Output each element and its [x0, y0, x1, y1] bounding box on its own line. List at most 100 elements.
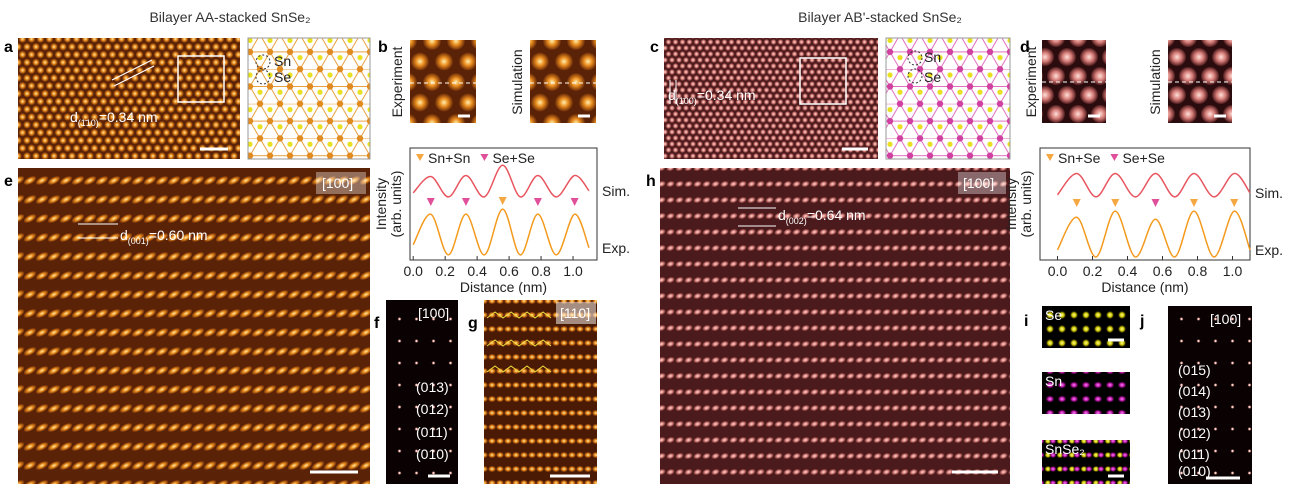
y-axis-label: Intensity(arb. units): [373, 171, 404, 238]
y-label-line: (arb. units): [388, 171, 404, 238]
spot-label: (011): [1178, 446, 1210, 462]
panel-label: a: [4, 39, 13, 56]
legend-marker: [1046, 154, 1054, 161]
stem-image: [18, 168, 370, 484]
profile-line: [413, 209, 589, 255]
legend-label: Sn+Sn: [428, 150, 470, 166]
peak-marker: [1073, 199, 1081, 207]
simulated-image: [530, 40, 596, 123]
peak-marker: [1190, 199, 1198, 207]
schematic: [886, 38, 1010, 159]
x-axis-label: Distance (nm): [460, 279, 547, 295]
value: =0.34 nm: [697, 87, 756, 103]
image-label: Simulation: [509, 49, 525, 114]
symbol: d: [778, 207, 786, 223]
map-label: Sn: [1045, 373, 1062, 389]
zone-axis: [100]: [1210, 311, 1241, 327]
image-label: Simulation: [1147, 49, 1163, 114]
y-label-line: Intensity: [1003, 178, 1019, 230]
panel-label: j: [1139, 313, 1144, 330]
peak-marker: [499, 197, 507, 205]
symbol: d: [120, 227, 128, 243]
x-tick-label: 0.0: [1048, 263, 1068, 279]
profile-line: [1058, 211, 1251, 257]
index: (001): [128, 236, 149, 246]
series-label: Exp.: [1255, 242, 1283, 258]
peak-marker: [462, 198, 470, 206]
index: (1̄10): [78, 118, 99, 128]
spot-label: (010): [1178, 463, 1211, 479]
peak-marker: [1230, 199, 1238, 207]
atom-label: Sn: [274, 53, 291, 69]
x-axis-label: Distance (nm): [1101, 279, 1188, 295]
profile-line: [413, 165, 589, 197]
x-tick-label: 0.8: [1188, 263, 1208, 279]
spot-label: (013): [1178, 404, 1211, 420]
series-label: Exp.: [602, 240, 630, 256]
legend-label: Sn+Se: [1058, 150, 1101, 166]
series-label: Sim.: [1255, 185, 1283, 201]
spot-label: (013): [416, 379, 449, 395]
panel-label: f: [374, 315, 380, 332]
map-label: Se: [1045, 307, 1062, 323]
spot-label: (015): [1178, 362, 1211, 378]
atom-label: Se: [924, 69, 941, 85]
value: =0.64 nm: [807, 207, 866, 223]
map-label: SnSe₂: [1045, 441, 1085, 457]
image-label: Experiment: [1023, 46, 1039, 117]
spot-label: (014): [1178, 383, 1211, 399]
panel-label: h: [646, 173, 656, 190]
value: =0.60 nm: [149, 227, 208, 243]
x-tick-label: 1.0: [563, 263, 583, 279]
spot-label: (012): [1178, 425, 1211, 441]
atom-label: Se: [274, 69, 291, 85]
legend-marker: [480, 154, 488, 161]
profile-line: [1058, 173, 1251, 196]
panel-label: i: [1024, 313, 1028, 330]
stem-image: [410, 40, 476, 123]
peak-marker: [1111, 199, 1119, 207]
legend-marker: [1110, 154, 1118, 161]
spot-label: (010): [416, 446, 449, 462]
x-tick-label: 0.2: [435, 263, 455, 279]
spot-label: (011): [416, 424, 448, 440]
legend-label: Se+Se: [492, 150, 535, 166]
symbol: d: [70, 109, 78, 125]
atom-label: Sn: [924, 49, 941, 65]
y-label-line: (arb. units): [1018, 171, 1034, 238]
title-left: Bilayer AA-stacked SnSe₂: [149, 9, 310, 25]
spot-label: (012): [416, 401, 449, 417]
x-tick-label: 0.4: [467, 263, 487, 279]
symbol: d: [668, 87, 676, 103]
y-axis-label: Intensity(arb. units): [1003, 171, 1034, 238]
legend-label: Se+Se: [1122, 150, 1165, 166]
panel-label: b: [378, 39, 388, 56]
x-tick-label: 1.0: [1223, 263, 1243, 279]
panel-label: g: [468, 315, 478, 332]
index: (002): [786, 216, 807, 226]
y-label-line: Intensity: [373, 178, 389, 230]
peak-marker: [427, 198, 435, 206]
x-tick-label: 0.4: [1118, 263, 1138, 279]
x-tick-label: 0.2: [1083, 263, 1103, 279]
figure: Bilayer AA-stacked SnSe₂ Bilayer AB'-sta…: [0, 0, 1292, 493]
index: (1̄00): [676, 96, 697, 106]
zone-axis: [100]: [418, 305, 449, 321]
x-tick-label: 0.6: [499, 263, 519, 279]
value: =0.34 nm: [99, 109, 158, 125]
panel-label: c: [650, 39, 659, 56]
x-tick-label: 0.8: [531, 263, 551, 279]
zone-axis: [100]: [322, 175, 353, 191]
peak-marker: [534, 198, 542, 206]
title-right: Bilayer AB'-stacked SnSe₂: [798, 9, 962, 25]
zone-axis: [110]: [560, 305, 590, 321]
legend-marker: [416, 154, 424, 161]
series-label: Sim.: [602, 183, 630, 199]
x-tick-label: 0.0: [403, 263, 423, 279]
peak-marker: [1152, 199, 1160, 207]
peak-marker: [571, 198, 579, 206]
panel-label: e: [4, 173, 13, 190]
x-tick-label: 0.6: [1153, 263, 1173, 279]
zone-axis: [100]: [963, 175, 994, 191]
image-label: Experiment: [389, 46, 405, 117]
